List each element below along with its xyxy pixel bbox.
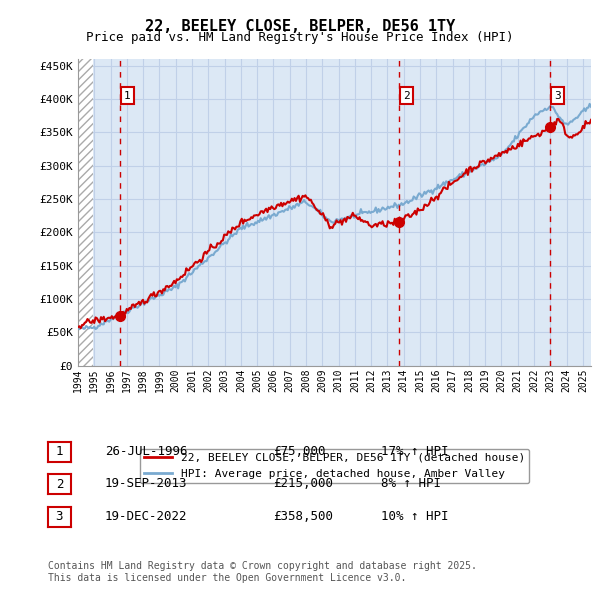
Text: 8% ↑ HPI: 8% ↑ HPI — [381, 477, 441, 490]
Text: 2: 2 — [56, 478, 63, 491]
Text: 19-DEC-2022: 19-DEC-2022 — [105, 510, 187, 523]
Text: 17% ↑ HPI: 17% ↑ HPI — [381, 445, 449, 458]
Legend: 22, BEELEY CLOSE, BELPER, DE56 1TY (detached house), HPI: Average price, detache: 22, BEELEY CLOSE, BELPER, DE56 1TY (deta… — [140, 448, 529, 483]
Text: 3: 3 — [56, 510, 63, 523]
Text: 26-JUL-1996: 26-JUL-1996 — [105, 445, 187, 458]
Text: 19-SEP-2013: 19-SEP-2013 — [105, 477, 187, 490]
Text: Contains HM Land Registry data © Crown copyright and database right 2025.
This d: Contains HM Land Registry data © Crown c… — [48, 561, 477, 583]
Text: 2: 2 — [403, 91, 410, 101]
Text: 1: 1 — [124, 91, 131, 101]
Text: 3: 3 — [554, 91, 560, 101]
Bar — [78, 59, 92, 366]
Text: £358,500: £358,500 — [273, 510, 333, 523]
Text: Price paid vs. HM Land Registry's House Price Index (HPI): Price paid vs. HM Land Registry's House … — [86, 31, 514, 44]
Text: £215,000: £215,000 — [273, 477, 333, 490]
Text: 10% ↑ HPI: 10% ↑ HPI — [381, 510, 449, 523]
Text: 22, BEELEY CLOSE, BELPER, DE56 1TY: 22, BEELEY CLOSE, BELPER, DE56 1TY — [145, 19, 455, 34]
Text: 1: 1 — [56, 445, 63, 458]
Text: £75,000: £75,000 — [273, 445, 325, 458]
